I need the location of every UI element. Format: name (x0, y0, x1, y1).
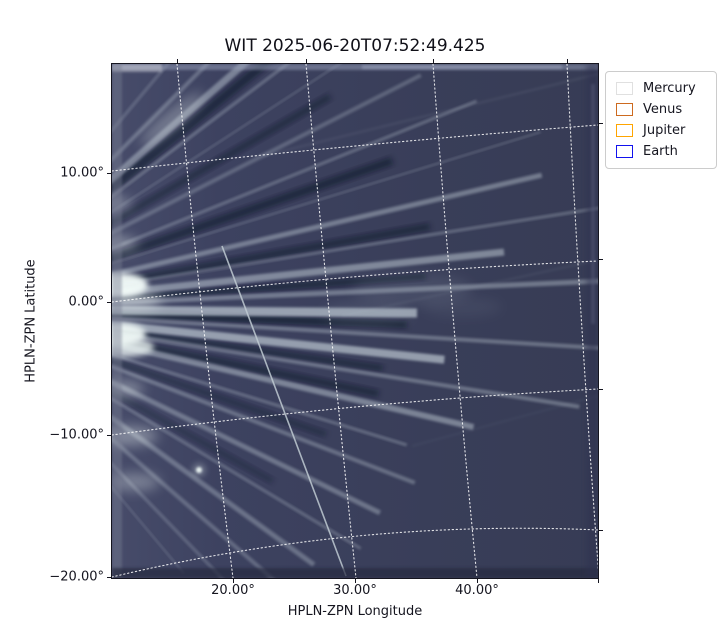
x-tick-top (567, 59, 568, 63)
legend-label: Jupiter (643, 123, 686, 138)
y-tick-right (599, 389, 603, 390)
legend-item-venus: Venus (616, 99, 716, 120)
y-tick-left (107, 302, 111, 303)
x-tick-bottom (233, 579, 234, 583)
y-tick-right (599, 530, 603, 531)
y-tick-left (107, 577, 111, 578)
x-tick-label: 30.00° (333, 583, 377, 598)
x-tick-bottom (477, 579, 478, 583)
legend-item-earth: Earth (616, 141, 716, 162)
y-tick-right (599, 259, 603, 260)
y-tick-label: −10.00° (49, 427, 104, 443)
plot-title: WIT 2025-06-20T07:52:49.425 (224, 36, 486, 56)
y-tick-left (107, 173, 111, 174)
y-tick-right (599, 123, 603, 124)
x-tick-bottom (598, 579, 599, 583)
legend-item-jupiter: Jupiter (616, 120, 716, 141)
earth-marker-icon (616, 145, 633, 158)
x-tick-top (433, 59, 434, 63)
mercury-marker-icon (616, 82, 633, 95)
x-tick-label: 40.00° (455, 583, 499, 598)
y-tick-label: 10.00° (60, 165, 104, 181)
legend: Mercury Venus Jupiter Earth (605, 71, 717, 169)
legend-label: Venus (643, 102, 683, 117)
heliospheric-image (112, 64, 598, 578)
x-tick-top (177, 59, 178, 63)
legend-label: Mercury (643, 81, 696, 96)
x-tick-bottom (355, 579, 356, 583)
x-tick-label: 20.00° (211, 583, 255, 598)
plot-axes (111, 63, 599, 579)
coordinate-grid (112, 64, 598, 578)
venus-marker-icon (616, 103, 633, 116)
y-tick-left (107, 435, 111, 436)
legend-item-mercury: Mercury (616, 78, 716, 99)
x-tick-top (306, 59, 307, 63)
y-tick-label: −20.00° (49, 569, 104, 585)
y-axis-label: HPLN-ZPN Latitude (23, 259, 39, 383)
y-tick-label: 0.00° (68, 294, 104, 310)
jupiter-marker-icon (616, 124, 633, 137)
legend-label: Earth (643, 144, 678, 159)
x-axis-label: HPLN-ZPN Longitude (287, 604, 423, 619)
